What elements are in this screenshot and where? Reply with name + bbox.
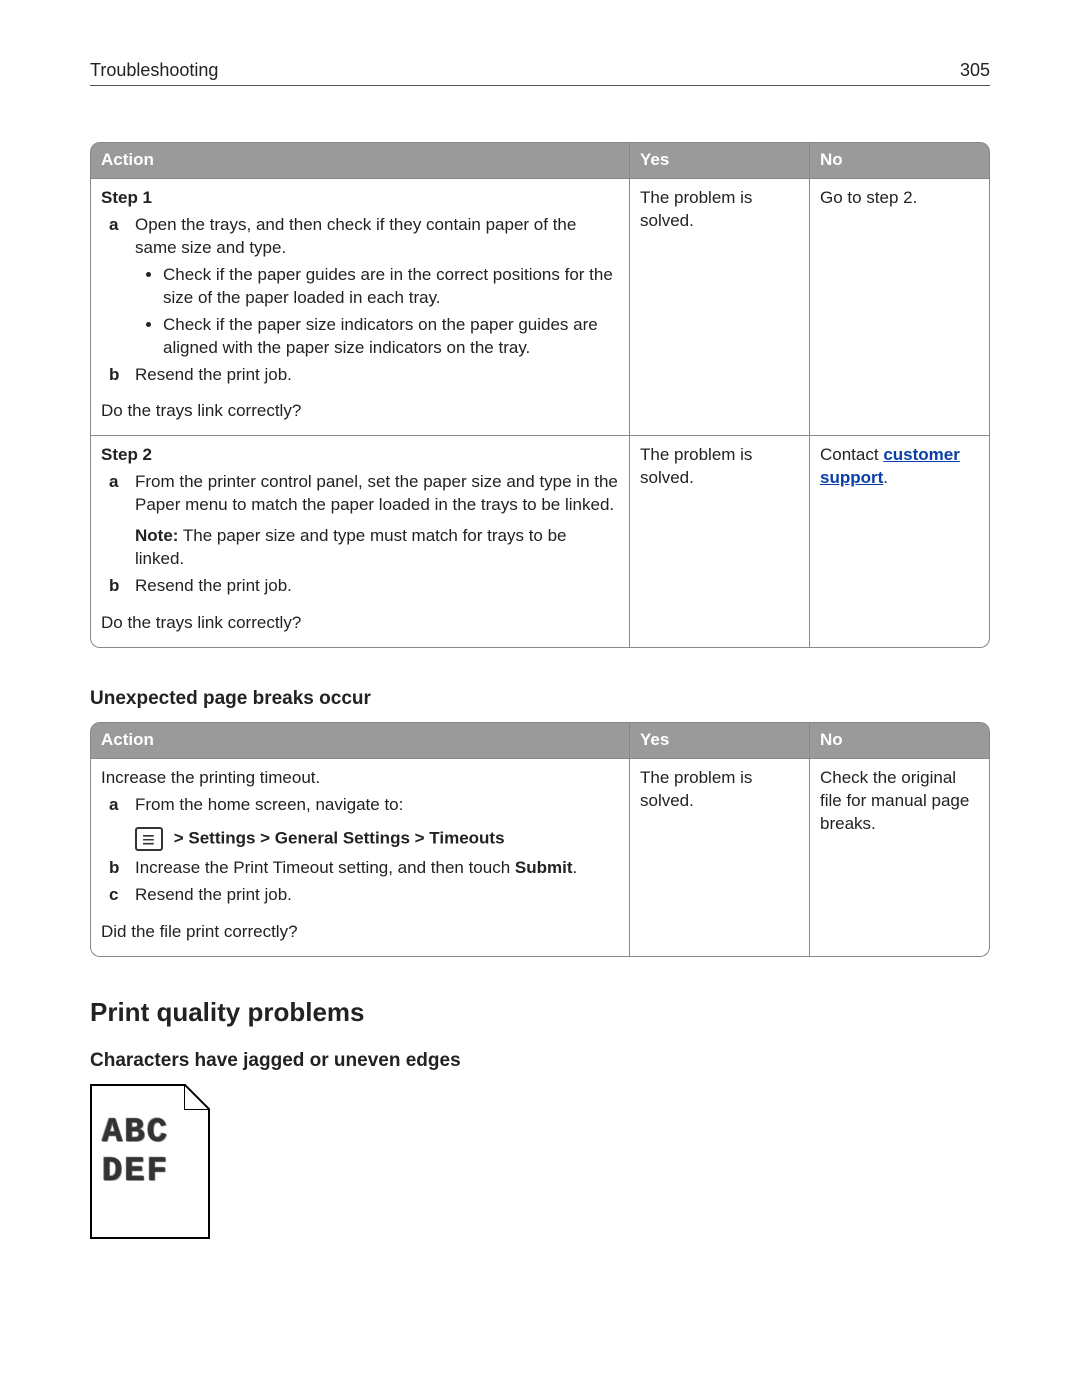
item-text: From the printer control panel, set the …: [135, 472, 618, 514]
bullet-item: Check if the paper size indicators on th…: [163, 314, 619, 360]
list-item: Resend the print job.: [123, 575, 619, 598]
table-row: Step 2 From the printer control panel, s…: [90, 436, 990, 648]
table-row: Step 1 Open the trays, and then check if…: [90, 179, 990, 436]
figure-line-1: ABC: [102, 1114, 208, 1153]
bullet-item: Check if the paper guides are in the cor…: [163, 264, 619, 310]
yes-cell: The problem is solved.: [630, 759, 810, 957]
col-no: No: [810, 142, 990, 179]
list-item: From the printer control panel, set the …: [123, 471, 619, 571]
note-label: Note:: [135, 526, 178, 545]
col-action: Action: [90, 142, 630, 179]
list-item: Resend the print job.: [123, 884, 619, 907]
item-text: Open the trays, and then check if they c…: [135, 215, 576, 257]
table-row: Increase the printing timeout. From the …: [90, 759, 990, 957]
item-text: Resend the print job.: [135, 885, 292, 904]
list-item: Resend the print job.: [123, 364, 619, 387]
step-question: Do the trays link correctly?: [101, 400, 619, 423]
nav-path: > Settings > General Settings > Timeouts: [169, 828, 505, 847]
no-suffix: .: [883, 468, 888, 487]
col-yes: Yes: [630, 722, 810, 759]
figure-line-2: DEF: [102, 1153, 208, 1192]
col-action: Action: [90, 722, 630, 759]
jagged-characters-figure: ABC DEF: [90, 1084, 210, 1239]
list-item: Open the trays, and then check if they c…: [123, 214, 619, 360]
menu-icon: [135, 827, 163, 851]
page-header: Troubleshooting 305: [90, 60, 990, 86]
step-label: Step 2: [101, 444, 619, 467]
item-text-post: .: [573, 858, 578, 877]
yes-cell: The problem is solved.: [630, 436, 810, 648]
item-text: From the home screen, navigate to:: [135, 795, 403, 814]
action-cell: Step 2 From the printer control panel, s…: [90, 436, 630, 648]
intro-text: Increase the printing timeout.: [101, 767, 619, 790]
header-section: Troubleshooting: [90, 60, 218, 81]
col-no: No: [810, 722, 990, 759]
submit-label: Submit: [515, 858, 573, 877]
item-text: Resend the print job.: [135, 365, 292, 384]
step-label: Step 1: [101, 187, 619, 210]
list-item: Increase the Print Timeout setting, and …: [123, 857, 619, 880]
header-page-number: 305: [960, 60, 990, 81]
item-text: Resend the print job.: [135, 576, 292, 595]
troubleshooting-table-2: Action Yes No Increase the printing time…: [90, 722, 990, 957]
item-text-pre: Increase the Print Timeout setting, and …: [135, 858, 515, 877]
note-text: The paper size and type must match for t…: [135, 526, 567, 568]
section-heading-unexpected-breaks: Unexpected page breaks occur: [90, 688, 990, 710]
list-item: From the home screen, navigate to: > Set…: [123, 794, 619, 851]
action-cell: Step 1 Open the trays, and then check if…: [90, 179, 630, 436]
document-page: Troubleshooting 305 Action Yes No Step 1…: [0, 0, 1080, 1319]
col-yes: Yes: [630, 142, 810, 179]
step-question: Do the trays link correctly?: [101, 612, 619, 635]
section-heading-jagged: Characters have jagged or uneven edges: [90, 1050, 990, 1072]
page-fold-icon: [184, 1084, 210, 1110]
yes-cell: The problem is solved.: [630, 179, 810, 436]
no-cell: Contact customer support.: [810, 436, 990, 648]
no-cell: Go to step 2.: [810, 179, 990, 436]
action-cell: Increase the printing timeout. From the …: [90, 759, 630, 957]
troubleshooting-table-1: Action Yes No Step 1 Open the trays, and…: [90, 142, 990, 648]
step-question: Did the file print correctly?: [101, 921, 619, 944]
heading-print-quality: Print quality problems: [90, 997, 990, 1028]
no-cell: Check the original file for manual page …: [810, 759, 990, 957]
no-prefix: Contact: [820, 445, 883, 464]
